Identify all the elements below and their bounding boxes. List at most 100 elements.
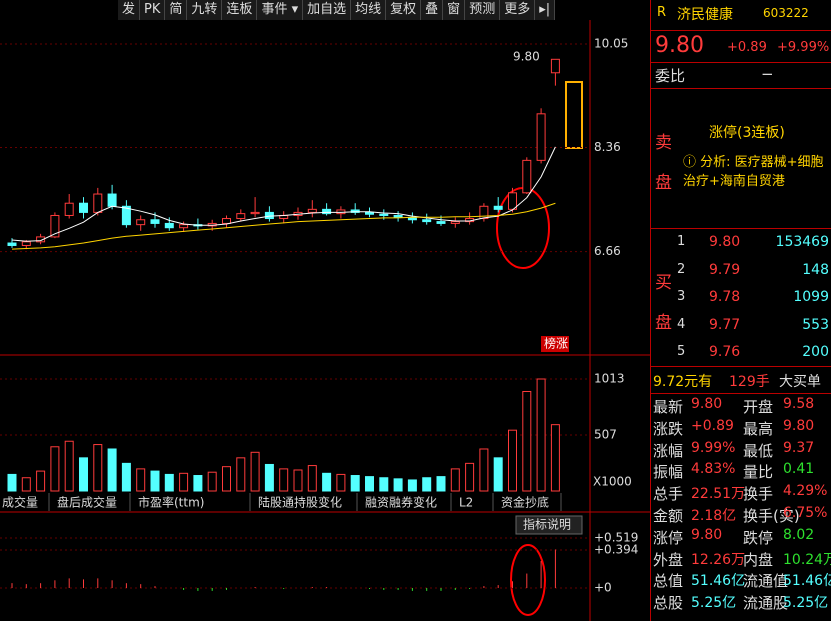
stat-label: 总手 <box>653 485 684 504</box>
volume-bar <box>522 390 532 492</box>
bid-price: 9.76 <box>709 344 741 360</box>
tab[interactable]: 成交量 <box>2 495 38 510</box>
stat-label: 跌停 <box>743 528 774 547</box>
toolbar-item[interactable]: 发 <box>118 0 141 20</box>
stat-label: 流通值 <box>743 572 789 591</box>
analysis: ⓘ 分析: 医疗器械+细胞治疗+海南自贸港 <box>683 155 824 189</box>
stat-label: 流通股 <box>743 594 789 613</box>
toolbar-item[interactable]: 复权 <box>386 0 422 20</box>
indicator-note[interactable]: 指标说明 <box>523 517 571 532</box>
stat-label: 金额 <box>653 507 684 525</box>
volume-bar <box>193 475 203 492</box>
volume-bar <box>136 468 146 492</box>
volume-bar <box>336 473 346 492</box>
candle-body <box>322 208 332 215</box>
volume-unit: X1000 <box>593 475 632 489</box>
volume-bar <box>222 466 231 492</box>
stat-value: 9.80 <box>783 417 815 434</box>
candle-body <box>222 218 231 224</box>
candle-body <box>150 219 160 224</box>
volume-bar <box>465 462 475 492</box>
volume-bar <box>407 479 417 492</box>
candle-body <box>350 209 360 213</box>
buy-label: 盘 <box>655 313 672 333</box>
stat-value: 5.25亿 <box>691 595 737 612</box>
candle-body <box>422 219 432 223</box>
toolbar-item[interactable]: 叠 <box>421 0 444 20</box>
toolbar-item[interactable]: 简 <box>165 0 188 20</box>
bid-level: 5 <box>677 344 686 359</box>
volume-bar <box>450 468 460 492</box>
tab[interactable]: 盘后成交量 <box>57 495 117 510</box>
stat-value: 8.02 <box>783 526 815 543</box>
last-price-label: 9.80 <box>513 50 540 64</box>
stat-label: 量比 <box>743 463 774 482</box>
tab[interactable]: L2 <box>459 496 473 510</box>
stat-value: 51.46亿 <box>691 573 746 590</box>
candle-body <box>379 213 389 216</box>
volume-bar <box>508 429 517 492</box>
sell-label: 盘 <box>655 173 672 193</box>
toolbar-item[interactable]: 连板 <box>222 0 258 20</box>
tab[interactable]: 陆股通持股变化 <box>258 495 342 510</box>
bid-price: 9.78 <box>709 289 741 305</box>
volume-bar <box>279 468 289 492</box>
candle-body <box>121 205 131 226</box>
bid-level: 4 <box>677 316 686 332</box>
candle-body <box>107 193 117 207</box>
candle-body <box>365 211 374 215</box>
tab[interactable]: 融资融券变化 <box>365 495 437 510</box>
volume-bar <box>479 448 489 492</box>
volume-bar <box>393 478 403 492</box>
volume-bar <box>164 473 174 492</box>
stat-label: 最新 <box>653 398 684 416</box>
candle-body <box>179 224 189 229</box>
candle-body <box>493 205 503 210</box>
stat-value: 2.18亿 <box>691 508 737 524</box>
tab[interactable]: 市盈率(ttm) <box>138 495 204 510</box>
stat-value: 6.75% <box>783 505 828 521</box>
stat-value: 4.29% <box>783 483 828 500</box>
limit-up: 涨停(3连板) <box>709 125 785 141</box>
stat-value: 22.51万 <box>691 486 746 503</box>
note-btn[interactable] <box>515 515 583 535</box>
toolbar-item[interactable]: PK <box>140 0 166 20</box>
volume-bar <box>21 477 31 492</box>
candle-body <box>522 159 532 194</box>
volume-bar <box>236 457 246 492</box>
highlight-circle <box>496 187 550 269</box>
volume-bar <box>207 471 217 492</box>
toolbar-item[interactable]: 更多 <box>500 0 536 20</box>
stat-value: 51.46亿 <box>783 573 831 590</box>
stat-label: 总股 <box>653 594 684 613</box>
stat-value: 9.58 <box>783 396 815 412</box>
volume-bar <box>36 470 46 492</box>
candle-body <box>21 241 31 246</box>
toolbar-item[interactable]: 预测 <box>465 0 501 20</box>
divider <box>651 366 831 367</box>
toolbar-item[interactable]: ▸| <box>535 0 556 20</box>
volume-bar <box>64 440 74 492</box>
stat-label: 换手 <box>743 485 774 504</box>
flag: R <box>657 5 667 20</box>
change-pct: +9.99% <box>777 40 830 55</box>
toolbar-item[interactable]: 窗 <box>443 0 466 20</box>
stat-label: 涨跌 <box>653 419 684 438</box>
toolbar-item[interactable]: 加自选 <box>303 0 352 20</box>
volume-bar <box>79 457 88 492</box>
candle-body <box>164 222 174 229</box>
toolbar-item[interactable]: 事件 ▾ <box>257 0 304 20</box>
stock-code: 603222 <box>763 6 809 20</box>
stat-label: 开盘 <box>743 398 774 416</box>
candle-body <box>64 202 74 216</box>
change: +0.89 <box>727 40 767 55</box>
bid-price: 9.79 <box>709 261 741 278</box>
candle-body <box>450 221 460 224</box>
toolbar-item[interactable]: 均线 <box>351 0 387 20</box>
volume-bar <box>307 465 317 492</box>
toolbar-item[interactable]: 九转 <box>187 0 223 20</box>
divider <box>651 30 831 31</box>
tab[interactable]: 资金抄底 <box>501 495 549 510</box>
divider <box>651 88 831 89</box>
